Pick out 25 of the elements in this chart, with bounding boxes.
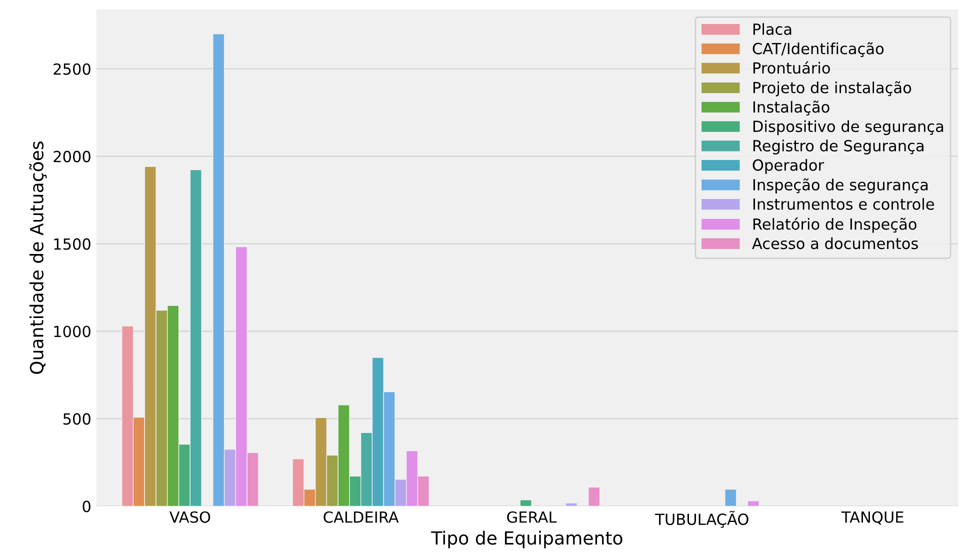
x-tick-label: CALDEIRA — [324, 511, 399, 523]
legend-label: Acesso a documentos — [752, 237, 918, 250]
x-tick-label: TUBULAÇÃO — [655, 510, 748, 528]
legend-label: Inspeção de segurança — [753, 178, 928, 194]
legend-label: Prontuário — [753, 61, 830, 74]
x-tick-label: TANQUE — [841, 511, 904, 525]
legend-label: Operador — [752, 159, 824, 174]
y-tick-label: 500 — [63, 413, 90, 425]
legend-label: Relatório de Inspeção — [753, 217, 916, 233]
y-tick-label: 2500 — [54, 63, 90, 75]
legend-label: Instalação — [753, 100, 830, 116]
x-tick-label: GERAL — [507, 511, 557, 523]
y-tick-label: 0 — [82, 500, 90, 512]
legend-label: CAT/Identificação — [752, 42, 884, 58]
y-tick-label: 1500 — [54, 238, 90, 250]
y-tick-label: 1000 — [54, 326, 90, 338]
legend-label: Placa — [753, 23, 792, 35]
y-axis-title: Quantidade de Autuações — [29, 142, 47, 374]
legend-label: Instrumentos e controle — [753, 198, 934, 210]
legend-label: Dispositivo de segurança — [753, 120, 944, 136]
x-tick-label: VASO — [169, 511, 210, 523]
legend-label: Projeto de instalação — [753, 81, 912, 96]
x-axis-title: Tipo de Equipamento — [431, 530, 622, 548]
legend-label: Registro de Segurança — [753, 140, 924, 154]
y-tick-label: 2000 — [54, 150, 90, 162]
